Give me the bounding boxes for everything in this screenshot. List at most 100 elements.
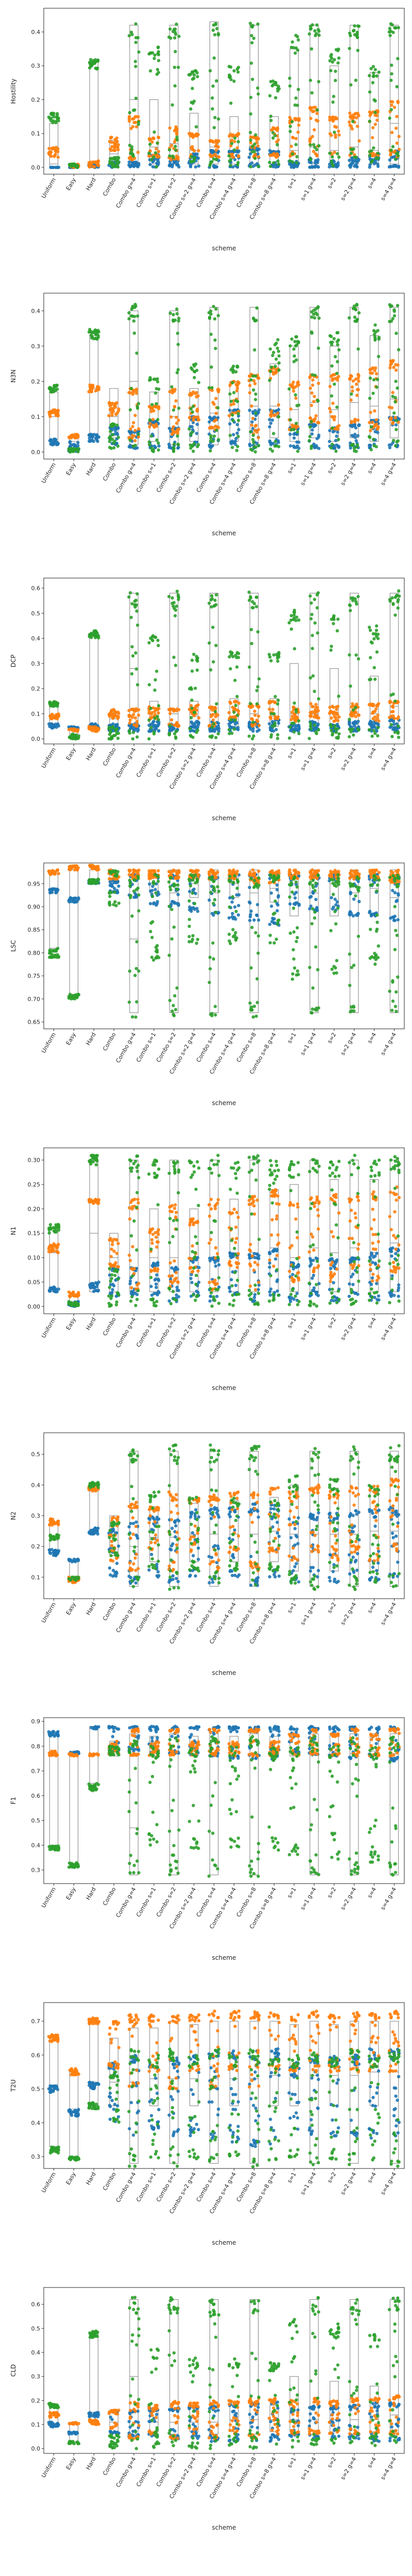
strip-point <box>110 406 114 410</box>
strip-point <box>252 379 256 383</box>
y-tick-label: 0.4 <box>31 308 41 314</box>
strip-point <box>390 72 393 76</box>
strip-point <box>157 45 160 49</box>
strip-point <box>349 147 353 151</box>
strip-point <box>130 145 134 149</box>
strip-point <box>112 422 116 426</box>
strip-point <box>167 870 171 874</box>
strip-point <box>337 348 341 352</box>
strip-point <box>370 734 374 738</box>
strip-point <box>50 147 54 150</box>
strip-point <box>288 418 293 421</box>
strip-point <box>313 29 317 32</box>
strip-point <box>353 597 357 601</box>
strip-point <box>157 448 160 452</box>
strip-point <box>331 155 334 159</box>
strip-point <box>328 705 332 709</box>
strip-point <box>315 154 319 158</box>
strip-point <box>396 606 400 610</box>
strip-point <box>397 134 401 139</box>
strip-point <box>337 375 340 379</box>
strip-point <box>194 165 198 169</box>
strip-point <box>97 387 101 392</box>
strip-point <box>376 162 380 166</box>
x-tick-label: s=2 g=4 <box>339 177 358 202</box>
strip-point <box>207 870 211 874</box>
strip-point <box>235 694 239 699</box>
strip-point <box>211 149 214 152</box>
strip-point <box>237 428 241 432</box>
strip-point <box>217 721 220 725</box>
strip-point <box>389 916 392 920</box>
strip-point <box>150 403 154 406</box>
strip-point <box>137 427 141 431</box>
strip-point <box>247 590 251 594</box>
strip-point <box>174 145 177 148</box>
strip-point <box>371 632 375 636</box>
strip-point <box>114 145 118 149</box>
strip-point <box>288 432 292 436</box>
strip-point <box>274 716 278 720</box>
strip-point <box>394 419 399 422</box>
strip-point <box>256 436 260 439</box>
strip-point <box>48 413 52 416</box>
strip-point <box>313 598 316 601</box>
strip-point <box>156 380 160 384</box>
strip-point <box>233 148 236 152</box>
x-tick-label: Combo s=8 <box>235 462 258 494</box>
strip-point <box>292 428 296 431</box>
strip-point <box>353 24 356 28</box>
strip-point <box>57 714 61 718</box>
strip-point <box>209 436 213 440</box>
strip-point <box>113 877 117 881</box>
strip-point <box>248 443 252 446</box>
strip-point <box>127 160 131 164</box>
strip-point <box>333 724 337 728</box>
strip-point <box>131 654 135 658</box>
strip-point <box>190 909 193 913</box>
strip-point <box>255 306 259 310</box>
strip-point <box>171 425 176 429</box>
strip-point <box>157 444 161 448</box>
strip-point <box>337 732 341 736</box>
strip-point <box>253 450 257 454</box>
strip-point <box>156 708 160 711</box>
strip-point <box>371 437 375 442</box>
strip-point <box>154 726 158 731</box>
strip-point <box>195 668 199 672</box>
strip-point <box>289 614 293 618</box>
strip-point <box>216 314 220 317</box>
strip-point <box>335 736 338 740</box>
strip-point <box>248 409 251 412</box>
strip-point <box>175 22 178 26</box>
strip-point <box>389 100 393 104</box>
strip-point <box>168 126 171 130</box>
strip-point <box>368 629 372 632</box>
strip-point <box>150 449 154 452</box>
strip-point <box>216 150 219 155</box>
strip-point <box>272 350 276 354</box>
strip-point <box>174 148 178 152</box>
strip-point <box>310 874 314 877</box>
strip-point <box>371 154 374 158</box>
strip-point <box>230 900 234 904</box>
strip-point <box>76 450 80 454</box>
strip-point <box>334 731 338 734</box>
strip-point <box>272 432 276 435</box>
strip-point <box>172 655 176 659</box>
strip-point <box>197 381 201 384</box>
strip-point <box>356 388 360 392</box>
strip-point <box>308 676 312 680</box>
strip-point <box>293 103 297 107</box>
strip-point <box>355 36 359 39</box>
strip-point <box>229 101 233 105</box>
strip-point <box>391 705 395 709</box>
strip-point <box>330 133 333 137</box>
strip-point <box>272 161 276 165</box>
strip-point <box>354 377 358 381</box>
strip-point <box>77 896 80 900</box>
strip-point <box>176 429 180 433</box>
strip-point <box>175 163 179 167</box>
strip-point <box>212 56 216 60</box>
